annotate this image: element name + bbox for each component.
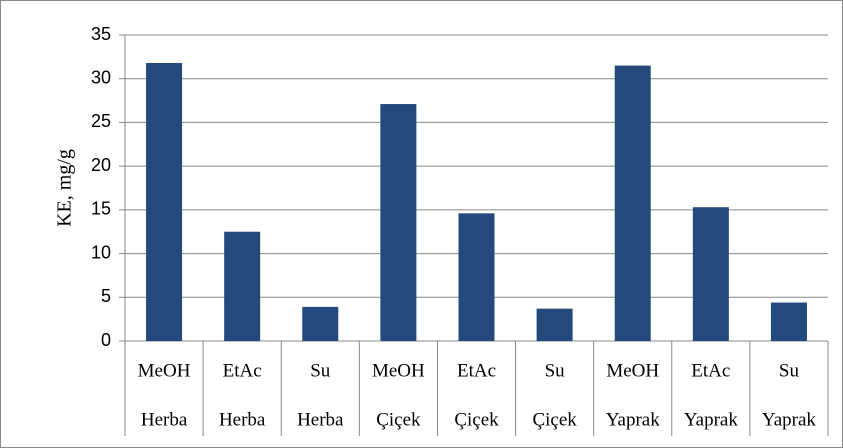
bar [770,302,807,341]
bar [458,213,495,341]
x-tick-label: Herba [141,409,188,430]
x-tick-label: Su [310,360,331,381]
x-tick-label: Yaprak [684,409,739,430]
bar [692,207,729,341]
bar [146,62,183,341]
x-tick-label: Yaprak [606,409,661,430]
x-tick-label: Çiçek [454,409,499,430]
x-tick-label: EtAc [457,360,496,381]
x-tick-label: Yaprak [762,409,817,430]
y-tick-label: 20 [91,155,111,175]
x-tick-label: Çiçek [532,409,577,430]
x-tick-label: EtAc [223,360,262,381]
x-tick-label: MeOH [606,360,659,381]
bar [536,308,573,341]
x-tick-label: EtAc [691,360,730,381]
bar [302,306,339,341]
y-tick-label: 15 [91,199,111,219]
x-tick-label: MeOH [138,360,191,381]
x-tick-label: Su [779,360,800,381]
y-tick-label: 35 [91,24,111,44]
y-tick-label: 30 [91,67,111,87]
x-tick-label: Herba [297,409,344,430]
y-tick-label: 0 [101,330,111,350]
x-tick-label: Çiçek [376,409,421,430]
bar [380,104,417,341]
y-tick-label: 5 [101,286,111,306]
y-axis-label: KE, mg/g [54,149,76,227]
x-tick-label: Herba [219,409,266,430]
y-tick-label: 10 [91,242,111,262]
y-tick-label: 25 [91,111,111,131]
x-tick-label: MeOH [372,360,425,381]
bar [224,231,261,341]
bar [614,65,651,341]
x-tick-label: Su [545,360,566,381]
